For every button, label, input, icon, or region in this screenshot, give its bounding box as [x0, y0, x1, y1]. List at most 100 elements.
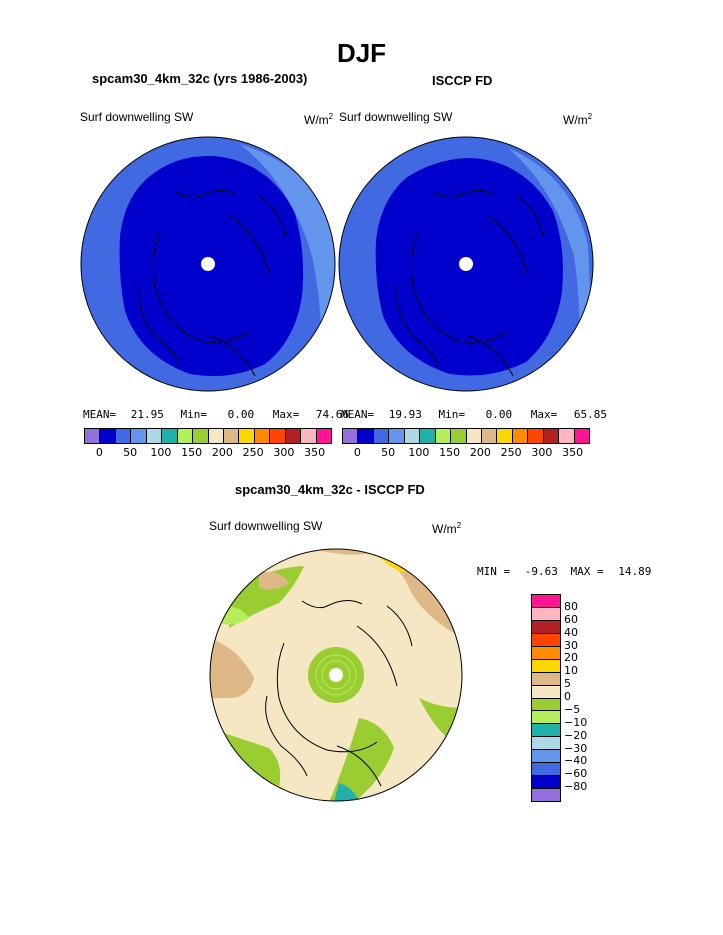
- colorbar-tick-label: 250: [242, 446, 264, 459]
- colorbar-tick-label: −30: [564, 741, 588, 755]
- colorbar-tick-label: 350: [562, 446, 584, 459]
- colorbar-swatch: [532, 645, 560, 659]
- left-variable-label: Surf downwelling SW: [80, 110, 194, 124]
- colorbar-swatch: [532, 710, 560, 724]
- colorbar-swatch: [532, 632, 560, 646]
- diff-units-text: W/m: [432, 522, 457, 536]
- colorbar-tick-label: 10: [564, 664, 578, 678]
- diff-max-value: 14.89: [618, 565, 652, 578]
- diff-max-label: MAX =: [570, 565, 604, 578]
- right-min-value: 0.00: [485, 408, 513, 421]
- colorbar-swatch: [176, 429, 193, 443]
- colorbar-swatch: [269, 429, 285, 443]
- colorbar-tick-label: 300: [273, 446, 295, 459]
- colorbar-tick-label: −20: [564, 728, 588, 742]
- colorbar-tick-label: −5: [564, 702, 581, 716]
- colorbar-swatch: [357, 429, 373, 443]
- colorbar-tick-label: 20: [564, 651, 578, 665]
- left-polar-map: [80, 136, 336, 392]
- right-colorbar: [342, 428, 590, 444]
- colorbar-tick-label: 50: [381, 446, 396, 459]
- diff-colorbar: [531, 594, 561, 802]
- colorbar-swatch: [207, 429, 223, 443]
- colorbar-swatch: [238, 429, 254, 443]
- colorbar-swatch: [145, 429, 162, 443]
- colorbar-swatch: [558, 429, 574, 443]
- colorbar-swatch: [532, 671, 560, 685]
- colorbar-swatch: [496, 429, 512, 443]
- right-panel-title: ISCCP FD: [432, 73, 493, 88]
- right-units-text: W/m: [563, 113, 588, 127]
- colorbar-swatch: [253, 429, 270, 443]
- right-colorbar-ticks: 0 50 100 150 200 250 300 350: [342, 446, 590, 460]
- left-max-value: 74.66: [315, 408, 349, 421]
- colorbar-tick-label: 50: [123, 446, 138, 459]
- diff-colorbar-ticks: 80 60 40 30 20 10 5 0 −5 −10 −20 −30 −40 −60 −80: [564, 594, 604, 800]
- colorbar-tick-label: −80: [564, 780, 588, 794]
- diff-polar-map: [209, 548, 463, 802]
- diff-variable-label: Surf downwelling SW: [209, 519, 323, 533]
- colorbar-swatch: [403, 429, 420, 443]
- right-min-label: Min=: [438, 408, 466, 421]
- right-variable-label: Surf downwelling SW: [339, 110, 453, 124]
- colorbar-swatch: [99, 429, 115, 443]
- colorbar-tick-label: 150: [439, 446, 461, 459]
- left-panel-title: spcam30_4km_32c (yrs 1986-2003): [92, 71, 308, 86]
- right-max-value: 65.85: [573, 408, 607, 421]
- diff-stats: MIN = -9.63 MAX = 14.89: [477, 565, 651, 578]
- right-max-label: Max=: [530, 408, 558, 421]
- left-colorbar-ticks: 0 50 100 150 200 250 300 350: [84, 446, 332, 460]
- left-units-text: W/m: [304, 113, 329, 127]
- colorbar-swatch: [532, 736, 560, 750]
- colorbar-tick-label: 250: [500, 446, 522, 459]
- diff-title: spcam30_4km_32c - ISCCP FD: [235, 482, 425, 497]
- colorbar-swatch: [542, 429, 559, 443]
- left-stats: MEAN= 21.95 Min= 0.00 Max= 74.66: [83, 408, 349, 421]
- colorbar-swatch: [527, 429, 543, 443]
- colorbar-swatch: [480, 429, 497, 443]
- colorbar-swatch: [450, 429, 466, 443]
- left-mean-value: 21.95: [130, 408, 164, 421]
- colorbar-swatch: [532, 775, 560, 789]
- colorbar-swatch: [130, 429, 146, 443]
- colorbar-tick-label: 30: [564, 638, 578, 652]
- colorbar-swatch: [532, 788, 560, 801]
- right-stats: MEAN= 19.93 Min= 0.00 Max= 65.85: [341, 408, 607, 421]
- colorbar-tick-label: 60: [564, 612, 578, 626]
- colorbar-tick-label: 200: [211, 446, 233, 459]
- colorbar-swatch: [532, 606, 560, 620]
- colorbar-swatch: [222, 429, 239, 443]
- colorbar-swatch: [114, 429, 131, 443]
- diff-min-label: MIN =: [477, 565, 511, 578]
- colorbar-swatch: [532, 762, 560, 776]
- colorbar-tick-label: 0: [564, 690, 571, 703]
- left-max-label: Max=: [272, 408, 300, 421]
- colorbar-swatch: [284, 429, 301, 443]
- diff-units-sup: 2: [456, 521, 462, 530]
- colorbar-swatch: [573, 429, 589, 443]
- left-units-label: W/m2: [304, 112, 333, 127]
- colorbar-swatch: [532, 723, 560, 737]
- colorbar-swatch: [419, 429, 435, 443]
- diff-min-value: -9.63: [524, 565, 558, 578]
- colorbar-swatch: [388, 429, 404, 443]
- colorbar-tick-label: 0: [353, 446, 361, 459]
- colorbar-tick-label: 350: [304, 446, 326, 459]
- colorbar-swatch: [511, 429, 528, 443]
- colorbar-swatch: [434, 429, 451, 443]
- left-min-label: Min=: [180, 408, 208, 421]
- right-units-sup: 2: [587, 112, 593, 121]
- right-mean-value: 19.93: [388, 408, 422, 421]
- right-mean-label: MEAN=: [341, 408, 375, 421]
- colorbar-tick-label: −60: [564, 767, 588, 781]
- colorbar-swatch: [532, 658, 560, 672]
- colorbar-swatch: [532, 619, 560, 633]
- colorbar-tick-label: 80: [564, 599, 578, 613]
- diff-units-label: W/m2: [432, 521, 461, 536]
- page-title: DJF: [336, 38, 387, 68]
- right-polar-map: [338, 136, 594, 392]
- colorbar-tick-label: −10: [564, 715, 588, 729]
- colorbar-tick-label: 0: [95, 446, 103, 459]
- colorbar-tick-label: 5: [564, 677, 571, 691]
- colorbar-swatch: [85, 429, 100, 443]
